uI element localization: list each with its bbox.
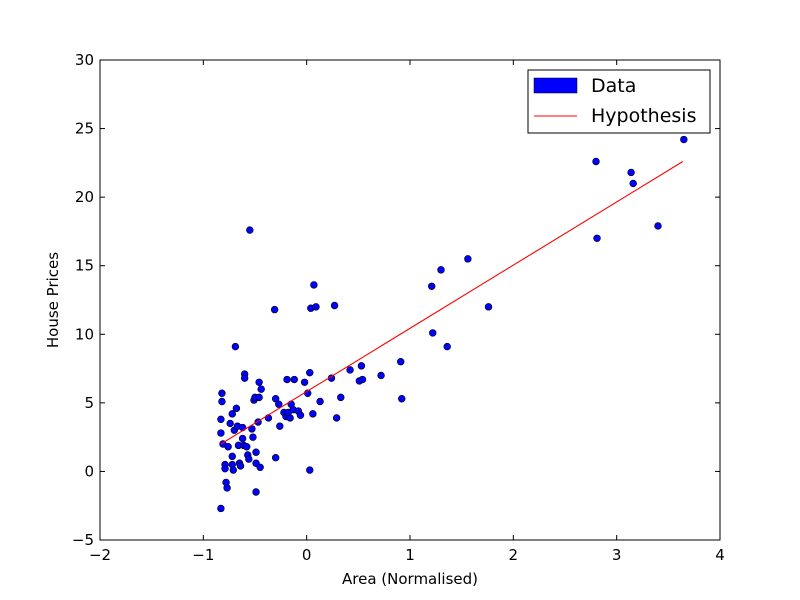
data-point [231, 342, 240, 351]
data-point [221, 464, 229, 473]
data-point [228, 452, 236, 461]
data-point [627, 168, 635, 177]
x-tick-label: 1 [405, 546, 415, 564]
plot-area [217, 135, 688, 513]
data-point [238, 423, 247, 432]
data-point [283, 375, 291, 384]
x-tick-label: −1 [192, 546, 214, 564]
data-point [398, 395, 406, 403]
x-tick-label: 0 [302, 546, 312, 564]
x-tick-label: 2 [509, 546, 519, 564]
data-point [330, 301, 339, 310]
y-tick-label: −5 [72, 531, 94, 549]
data-point [357, 362, 366, 370]
legend-hypothesis-label: Hypothesis [591, 105, 696, 127]
data-point [437, 266, 445, 274]
y-tick-label: 20 [75, 188, 94, 206]
data-point [316, 397, 324, 406]
data-point [217, 429, 225, 437]
y-tick-label: 15 [75, 257, 94, 275]
x-axis-label: Area (Normalised) [342, 570, 478, 588]
data-point [306, 466, 314, 474]
data-point [240, 374, 249, 382]
data-point [629, 179, 637, 188]
data-point [229, 466, 238, 474]
data-point [224, 443, 232, 451]
x-tick-label: −2 [89, 546, 111, 564]
hypothesis-line [220, 161, 684, 445]
data-point [429, 329, 437, 337]
data-point [276, 422, 284, 430]
data-point [593, 234, 601, 242]
data-point [310, 281, 318, 289]
data-point [218, 389, 226, 397]
data-point [217, 504, 225, 513]
data-point [654, 222, 662, 230]
data-point [296, 411, 305, 419]
y-tick-label: 10 [75, 325, 94, 343]
y-axis-label: House Prices [44, 252, 62, 348]
data-point [290, 375, 298, 384]
data-point [332, 414, 341, 422]
x-tick-label: 4 [715, 546, 725, 564]
x-tick-label: 3 [612, 546, 622, 564]
data-point [217, 415, 225, 424]
data-point [243, 443, 251, 451]
data-point [238, 434, 247, 443]
y-tick-label: 25 [75, 120, 94, 138]
y-tick-label: 0 [84, 462, 94, 480]
data-point [443, 342, 451, 351]
legend: Data Hypothesis [527, 69, 711, 134]
data-point [256, 463, 264, 472]
data-point [592, 157, 600, 166]
data-point [236, 462, 245, 470]
data-point [271, 395, 280, 403]
data-point [245, 455, 253, 463]
data-point [397, 358, 405, 366]
y-tick-label: 30 [75, 51, 94, 69]
data-point [309, 410, 317, 418]
data-point [680, 135, 688, 144]
data-point [428, 282, 436, 290]
data-point [306, 368, 314, 377]
data-point [286, 414, 294, 422]
data-point [218, 397, 226, 406]
data-point [226, 419, 234, 428]
data-point [228, 410, 236, 418]
data-point [270, 305, 279, 314]
data-point [255, 378, 263, 386]
data-point [257, 385, 265, 393]
data-point [252, 448, 260, 456]
data-point [275, 400, 283, 408]
data-point [358, 375, 367, 384]
data-point [255, 393, 263, 402]
data-point [312, 303, 320, 311]
data-point [223, 484, 231, 492]
data-point [346, 366, 354, 374]
data-point [271, 454, 280, 462]
data-point [232, 404, 241, 413]
legend-data-label: Data [591, 75, 636, 97]
data-point [246, 226, 254, 234]
data-point [249, 433, 257, 441]
y-tick-label: 5 [84, 394, 94, 412]
data-point [337, 393, 345, 402]
data-point [484, 303, 493, 311]
data-point [464, 255, 472, 263]
data-point [252, 488, 260, 496]
legend-data-swatch [533, 77, 578, 94]
ticks: −2 −1 0 1 2 3 4 −5 0 5 10 15 20 25 30 [72, 51, 725, 564]
data-point [300, 378, 309, 386]
data-point [377, 371, 385, 380]
